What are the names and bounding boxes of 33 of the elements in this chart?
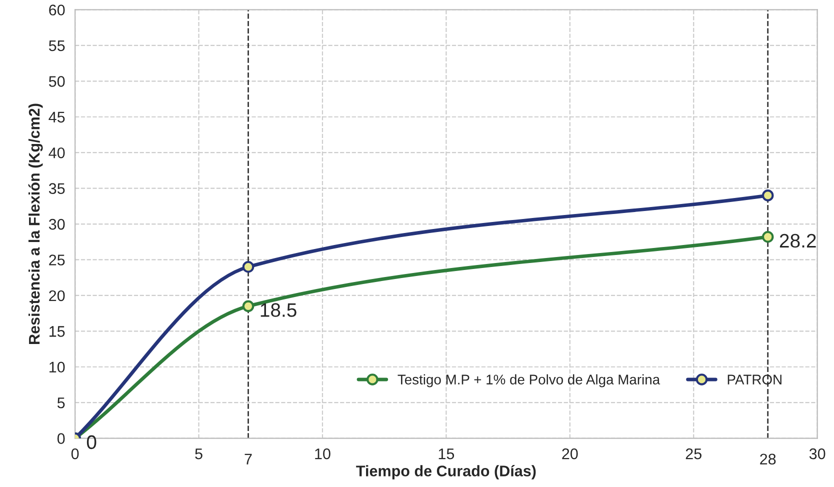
y-tick-label: 40 — [48, 147, 65, 158]
point — [762, 230, 774, 243]
y-tick-label: 5 — [57, 398, 65, 408]
y-tick-label: 0 — [57, 433, 65, 444]
y-axis-title: Resistencia a la Flexión (Kg/cm2) — [28, 104, 43, 344]
x-tick-label: 15 — [438, 448, 454, 460]
data-label: 18.5 — [260, 303, 296, 317]
x-tick-label: 10 — [315, 448, 330, 460]
x-tick-label: 20 — [562, 448, 578, 460]
y-tick-label: 55 — [48, 40, 65, 52]
y-tick-label: 30 — [48, 218, 65, 230]
point — [242, 300, 254, 312]
data-label: 28.2 — [780, 234, 816, 248]
point — [242, 260, 254, 273]
x-tick-label: 5 — [195, 448, 202, 460]
point — [762, 190, 774, 202]
y-tick-label: 25 — [49, 254, 65, 266]
legend-label: Testigo M.P + 1% de Polvo de Alga Marina — [398, 374, 660, 388]
y-tick-label: 60 — [49, 4, 65, 16]
ref-line-label: 28 — [760, 454, 776, 465]
y-tick-label: 50 — [48, 76, 65, 87]
y-tick-label: 10 — [50, 362, 65, 373]
x-tick-label: 30 — [809, 448, 826, 460]
y-tick-label: 15 — [50, 326, 65, 337]
ref-line-label: 7 — [244, 454, 252, 464]
x-axis-title: Tiempo de Curado (Días) — [356, 465, 536, 480]
x-tick-label: 25 — [686, 448, 702, 460]
data-label: 0 — [86, 435, 96, 450]
y-tick-label: 35 — [48, 183, 65, 194]
x-tick-label: 0 — [71, 448, 79, 460]
y-tick-label: 20 — [49, 290, 65, 302]
y-tick-label: 45 — [48, 112, 65, 123]
legend-label: PATRON — [728, 374, 782, 384]
